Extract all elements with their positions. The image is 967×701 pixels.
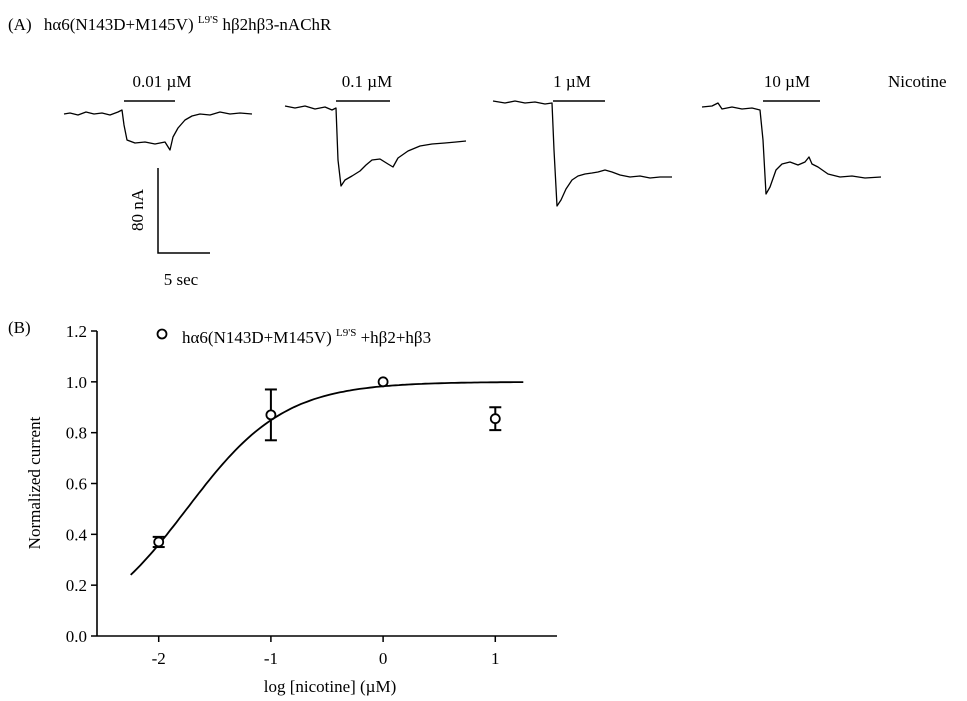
trace-2-concentration: 0.1 µM — [342, 72, 392, 91]
panel-a-header: (A) hα6(N143D+M145V) L9'S hβ2hβ3-nAChR — [8, 8, 332, 34]
x-tick-label: 1 — [491, 649, 500, 668]
y-tick-label: 0.2 — [66, 576, 87, 595]
trace-4-concentration: 10 µM — [764, 72, 810, 91]
panel-a-label: (A) — [8, 15, 32, 34]
legend-superscript: L9'S — [336, 327, 356, 339]
x-axis-ticks: -2 -1 0 1 — [152, 636, 500, 668]
legend-marker — [156, 328, 168, 340]
data-point — [377, 376, 389, 388]
panel-a-title-main: hα6(N143D+M145V) — [44, 15, 194, 34]
legend-tail: +hβ2+hβ3 — [361, 328, 431, 347]
panel-a-title-tail: hβ2hβ3-nAChR — [222, 15, 332, 34]
fit-curve — [130, 381, 524, 576]
legend-main: hα6(N143D+M145V) — [182, 328, 332, 347]
scale-bar — [157, 168, 210, 254]
trace-3 — [492, 100, 672, 207]
x-tick-label: 0 — [379, 649, 388, 668]
trace-3-concentration: 1 µM — [553, 72, 591, 91]
data-point — [265, 409, 277, 421]
y-tick-label: 1.2 — [66, 322, 87, 341]
trace-4 — [701, 102, 882, 195]
scale-bar-current-label: 80 nA — [128, 188, 147, 231]
scale-bar-time-label: 5 sec — [164, 270, 199, 289]
y-tick-label: 1.0 — [66, 373, 87, 392]
data-points — [152, 376, 502, 549]
x-tick-label: -1 — [264, 649, 278, 668]
y-tick-label: 0.8 — [66, 424, 87, 443]
y-tick-label: 0.4 — [66, 525, 88, 544]
y-axis-ticks: 0.0 0.2 0.4 0.6 0.8 1.0 1.2 — [66, 322, 97, 646]
x-axis-label: log [nicotine] (µM) — [264, 677, 397, 696]
panel-b-label: (B) — [8, 318, 31, 337]
trace-1-concentration: 0.01 µM — [133, 72, 192, 91]
legend-entry: hα6(N143D+M145V) L9'S +hβ2+hβ3 — [182, 321, 431, 347]
y-axis-label: Normalized current — [25, 416, 44, 549]
drug-label: Nicotine — [888, 72, 947, 91]
panel-a-title-superscript: L9'S — [198, 14, 218, 26]
data-point — [489, 413, 501, 425]
x-tick-label: -2 — [152, 649, 166, 668]
data-point — [153, 536, 165, 548]
y-tick-label: 0.0 — [66, 627, 87, 646]
trace-1 — [63, 109, 253, 151]
y-tick-label: 0.6 — [66, 475, 87, 494]
trace-2 — [284, 105, 467, 187]
